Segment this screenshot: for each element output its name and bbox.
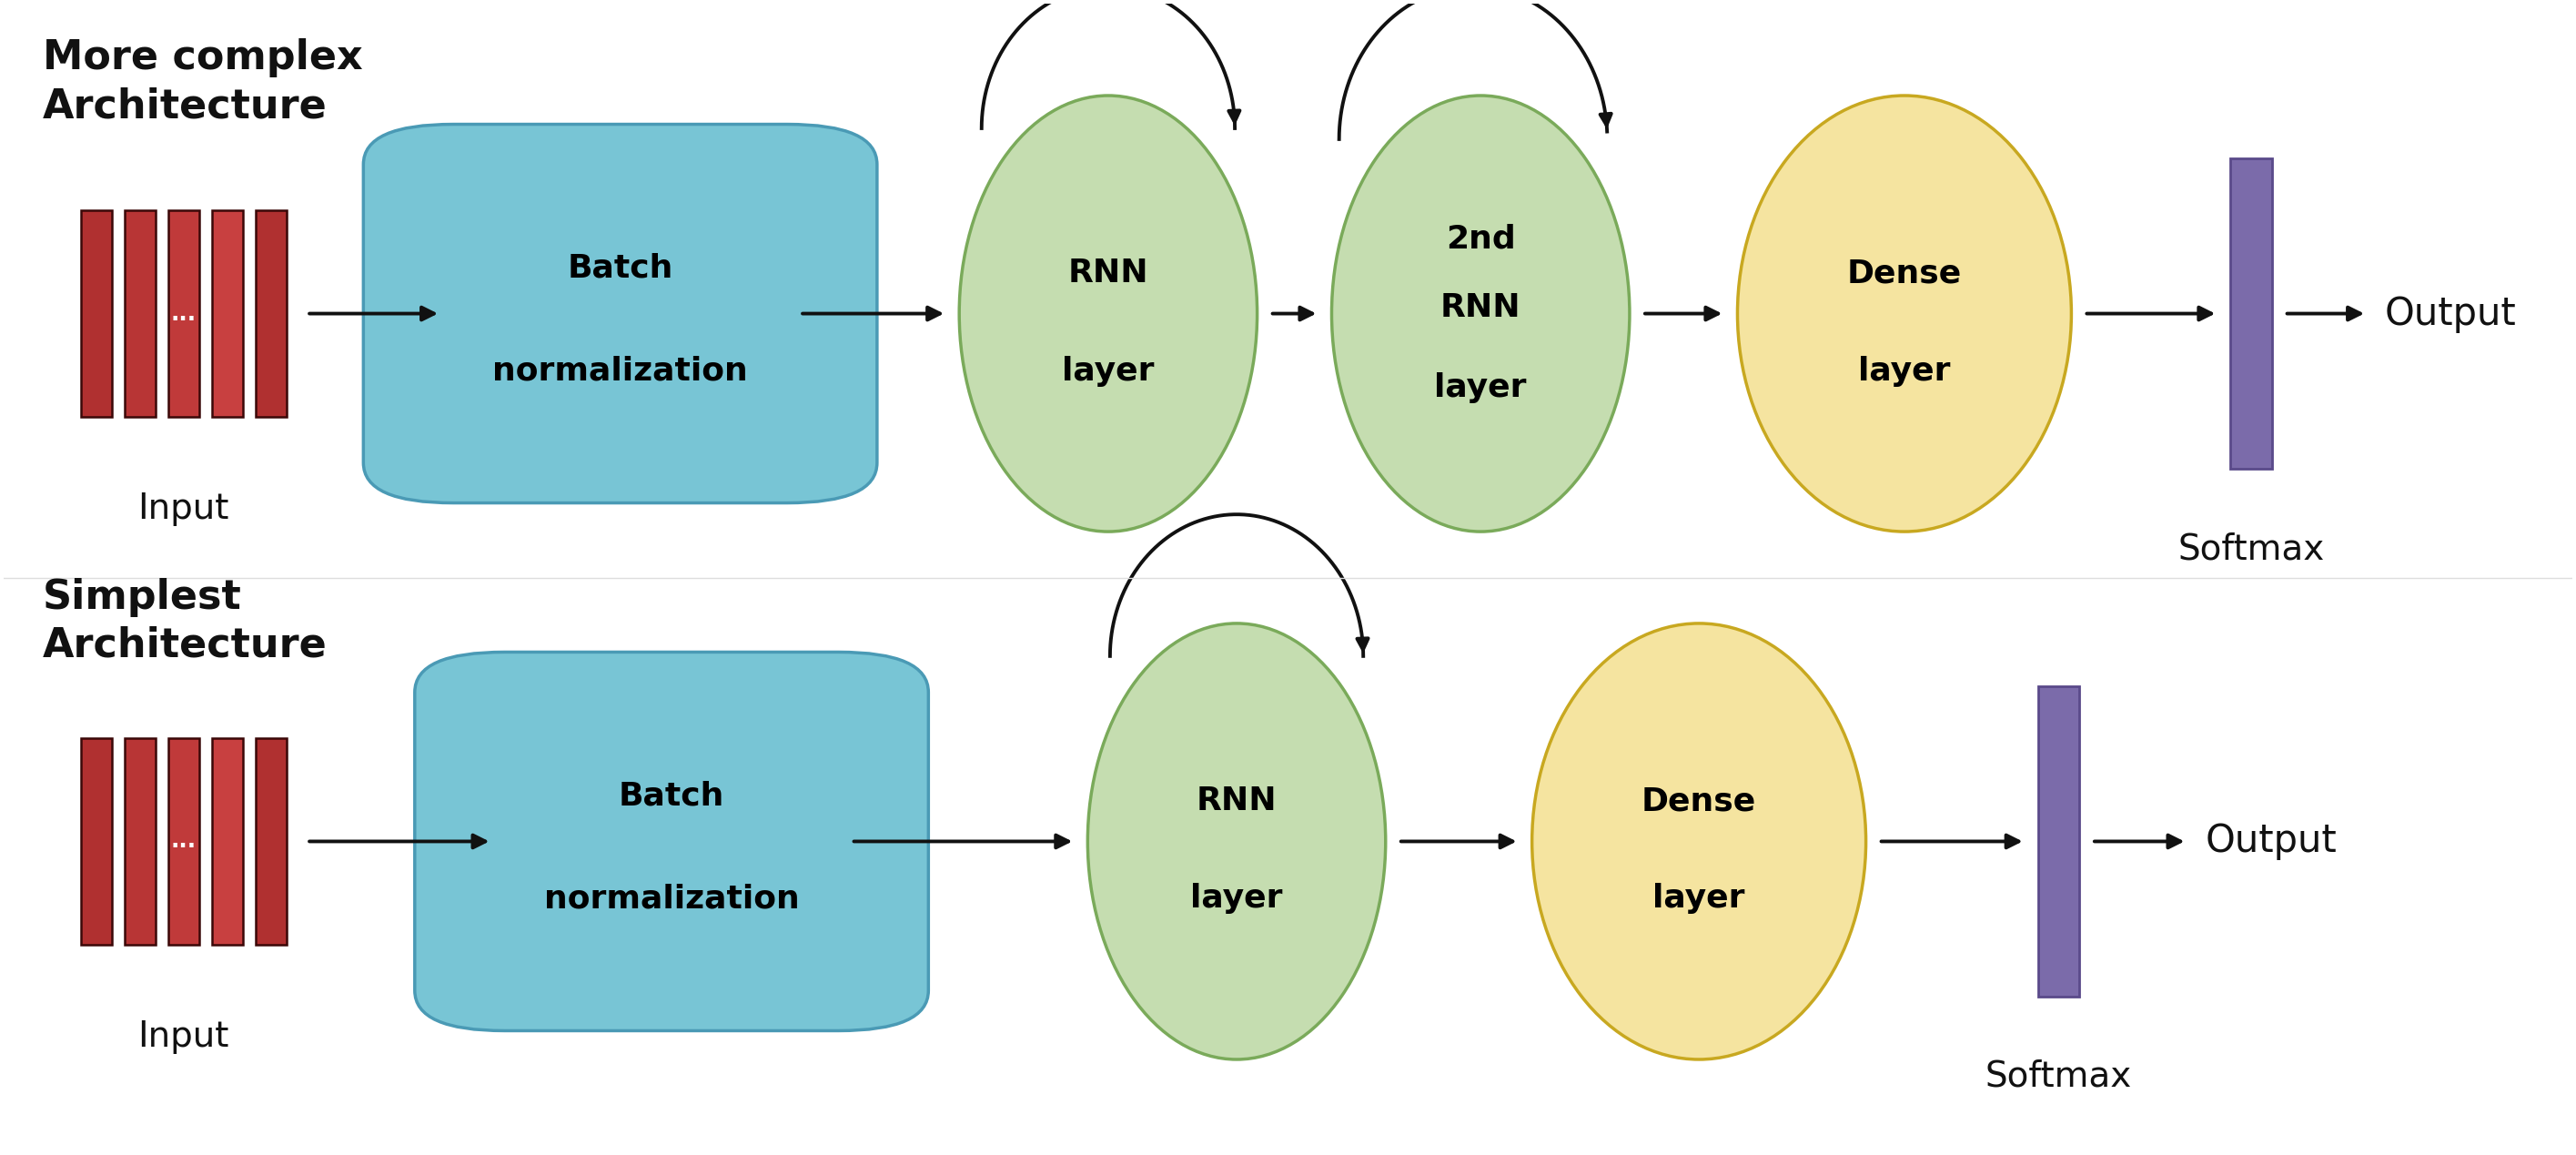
FancyBboxPatch shape	[363, 125, 876, 502]
FancyBboxPatch shape	[167, 738, 198, 945]
FancyBboxPatch shape	[124, 210, 155, 417]
Text: RNN: RNN	[1440, 292, 1520, 323]
Text: Softmax: Softmax	[1986, 1059, 2133, 1094]
Ellipse shape	[1736, 96, 2071, 531]
FancyBboxPatch shape	[211, 738, 242, 945]
Text: Batch: Batch	[618, 780, 724, 811]
FancyBboxPatch shape	[80, 738, 111, 945]
Text: layer: layer	[1190, 884, 1283, 915]
Text: Dense: Dense	[1641, 785, 1757, 817]
Text: normalization: normalization	[492, 356, 747, 387]
Text: layer: layer	[1061, 356, 1154, 387]
FancyBboxPatch shape	[415, 653, 927, 1030]
FancyBboxPatch shape	[211, 210, 242, 417]
Text: normalization: normalization	[544, 884, 799, 915]
FancyBboxPatch shape	[167, 210, 198, 417]
FancyBboxPatch shape	[255, 210, 286, 417]
Text: Simplest
Architecture: Simplest Architecture	[41, 578, 327, 665]
Ellipse shape	[1533, 624, 1865, 1059]
FancyBboxPatch shape	[80, 210, 111, 417]
Text: layer: layer	[1435, 373, 1528, 403]
Text: layer: layer	[1857, 356, 1950, 387]
Text: Dense: Dense	[1847, 258, 1963, 289]
Text: More complex
Architecture: More complex Architecture	[41, 38, 363, 126]
FancyBboxPatch shape	[255, 738, 286, 945]
FancyBboxPatch shape	[124, 738, 155, 945]
Text: Output: Output	[2205, 822, 2336, 860]
Ellipse shape	[1087, 624, 1386, 1059]
Ellipse shape	[1332, 96, 1631, 531]
Text: RNN: RNN	[1195, 785, 1278, 817]
Text: layer: layer	[1654, 884, 1744, 915]
Text: Input: Input	[139, 491, 229, 526]
Text: RNN: RNN	[1069, 258, 1149, 289]
Text: Input: Input	[139, 1019, 229, 1053]
Text: Batch: Batch	[567, 252, 672, 283]
Text: Output: Output	[2385, 295, 2517, 333]
Text: ...: ...	[170, 830, 196, 852]
Ellipse shape	[958, 96, 1257, 531]
FancyBboxPatch shape	[2038, 686, 2079, 997]
FancyBboxPatch shape	[2231, 158, 2272, 469]
Text: Softmax: Softmax	[2177, 531, 2324, 566]
Text: ...: ...	[170, 303, 196, 325]
Text: 2nd: 2nd	[1445, 224, 1515, 254]
